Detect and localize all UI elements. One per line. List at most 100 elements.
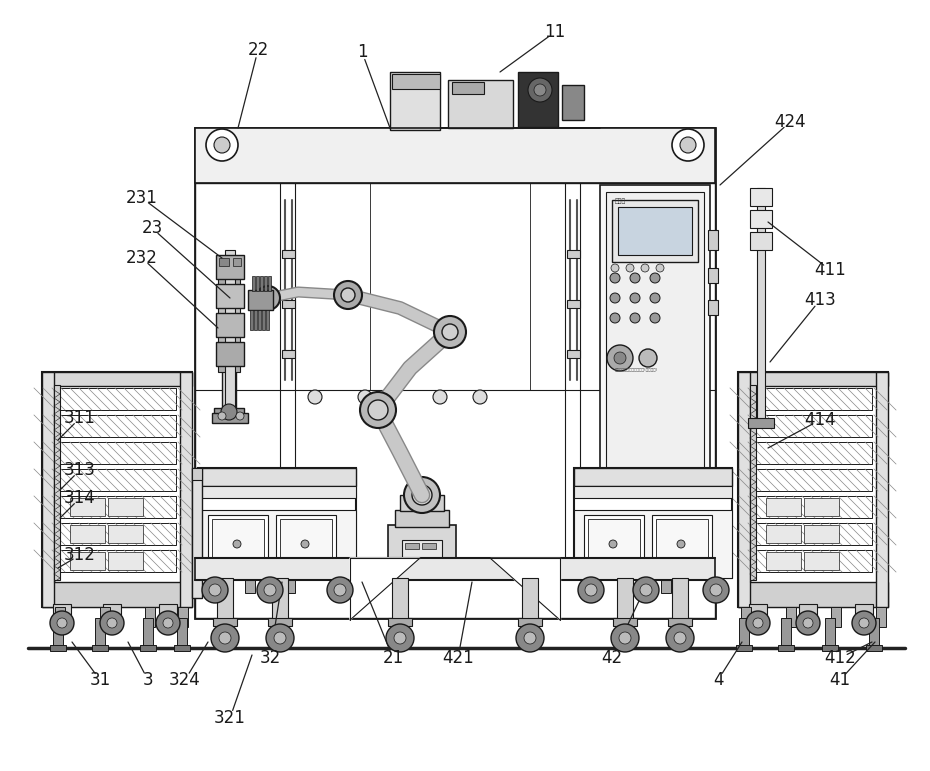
Text: 4: 4: [712, 671, 724, 689]
Bar: [738, 582, 888, 607]
Circle shape: [803, 618, 813, 628]
Bar: [618, 207, 692, 255]
Bar: [195, 558, 715, 580]
Text: 23: 23: [141, 219, 163, 237]
Bar: [212, 519, 264, 569]
Bar: [752, 550, 872, 572]
Circle shape: [256, 286, 280, 310]
Circle shape: [516, 624, 544, 652]
Bar: [822, 645, 838, 651]
Polygon shape: [490, 558, 560, 620]
Bar: [56, 523, 176, 545]
Bar: [831, 607, 841, 627]
Circle shape: [341, 288, 355, 302]
Bar: [668, 618, 692, 626]
Bar: [266, 310, 269, 330]
Bar: [56, 496, 176, 518]
Bar: [56, 469, 176, 491]
Bar: [574, 468, 732, 486]
Bar: [452, 82, 484, 94]
Text: 424: 424: [774, 113, 805, 131]
Circle shape: [585, 584, 597, 596]
Circle shape: [434, 316, 466, 348]
Bar: [752, 523, 872, 545]
Bar: [56, 523, 176, 545]
Circle shape: [630, 313, 640, 323]
Bar: [198, 468, 356, 578]
Circle shape: [219, 632, 231, 644]
Bar: [108, 525, 143, 543]
Bar: [613, 618, 637, 626]
Bar: [622, 480, 662, 508]
Circle shape: [666, 624, 694, 652]
Bar: [778, 645, 794, 651]
Bar: [143, 618, 153, 648]
Text: 412: 412: [824, 649, 856, 667]
Circle shape: [233, 540, 241, 548]
Bar: [804, 525, 839, 543]
Text: 314: 314: [64, 489, 96, 507]
Bar: [56, 550, 176, 572]
Bar: [448, 80, 513, 128]
Bar: [752, 469, 872, 491]
Text: 本设备由优化创造精创制作(有限公司): 本设备由优化创造精创制作(有限公司): [615, 367, 658, 371]
Bar: [260, 276, 263, 291]
Circle shape: [100, 611, 124, 635]
Bar: [392, 578, 408, 620]
Bar: [56, 550, 176, 572]
Bar: [108, 498, 143, 516]
Bar: [56, 496, 176, 518]
Bar: [738, 372, 888, 607]
Text: 311: 311: [64, 409, 96, 427]
Bar: [422, 543, 436, 549]
Circle shape: [859, 618, 869, 628]
Bar: [518, 72, 558, 127]
Bar: [766, 552, 801, 570]
Bar: [644, 484, 658, 492]
Bar: [405, 543, 419, 549]
Bar: [178, 607, 188, 627]
Circle shape: [264, 584, 276, 596]
Circle shape: [607, 345, 633, 371]
Bar: [752, 442, 872, 464]
Bar: [56, 469, 176, 491]
Circle shape: [796, 611, 820, 635]
Bar: [766, 498, 801, 516]
Bar: [272, 578, 288, 620]
Bar: [205, 578, 215, 593]
Circle shape: [404, 477, 440, 513]
Text: 42: 42: [602, 649, 622, 667]
Bar: [388, 525, 456, 560]
Bar: [50, 645, 66, 651]
Circle shape: [107, 618, 117, 628]
Circle shape: [630, 293, 640, 303]
Bar: [100, 607, 110, 627]
Circle shape: [163, 618, 173, 628]
Bar: [581, 578, 591, 593]
Bar: [108, 552, 143, 570]
Bar: [195, 128, 715, 183]
Circle shape: [710, 584, 722, 596]
Bar: [256, 276, 259, 291]
Circle shape: [442, 324, 458, 340]
Bar: [54, 385, 60, 580]
Bar: [92, 645, 108, 651]
Bar: [750, 188, 772, 206]
Bar: [522, 578, 538, 620]
Circle shape: [50, 611, 74, 635]
Bar: [661, 578, 671, 593]
Text: 411: 411: [814, 261, 846, 279]
Circle shape: [394, 632, 406, 644]
Bar: [786, 607, 796, 627]
Bar: [804, 498, 839, 516]
Bar: [56, 442, 176, 464]
Bar: [866, 645, 882, 651]
Bar: [245, 578, 255, 593]
Bar: [738, 372, 750, 607]
Bar: [855, 604, 873, 616]
Bar: [42, 582, 192, 607]
Circle shape: [656, 264, 664, 272]
Bar: [708, 268, 718, 283]
Circle shape: [528, 78, 552, 102]
Bar: [218, 350, 240, 372]
